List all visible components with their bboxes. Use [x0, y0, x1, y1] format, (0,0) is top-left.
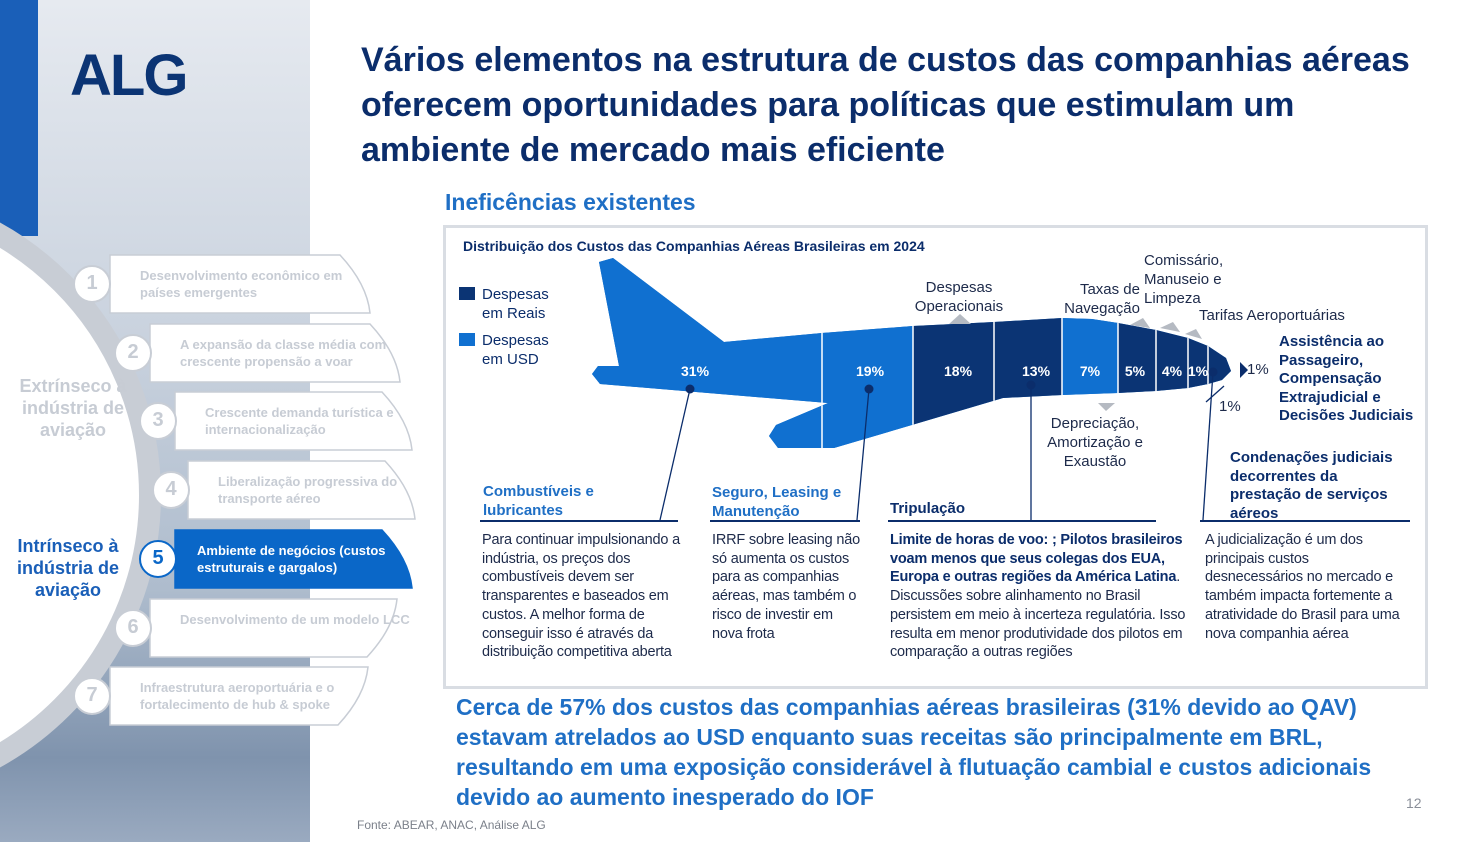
label-assistencia-pct: 1%	[1247, 361, 1269, 378]
legend-swatch-usd	[459, 333, 475, 346]
label-assistencia-passageiro: Assistência ao Passageiro, Compensação E…	[1279, 333, 1414, 424]
divider	[710, 520, 860, 522]
divider	[1200, 520, 1410, 522]
step-number-circle	[152, 471, 190, 509]
sidebar-item-label: Desenvolvimento de um modelo LCC	[180, 612, 410, 627]
group-label-extrinsic: Extrínseco à indústria de aviação	[19, 376, 127, 440]
sidebar-arc	[0, 222, 161, 768]
step-number: 5	[152, 547, 164, 569]
segment-value-label: 19%	[856, 363, 885, 379]
diagram-title: Distribuição dos Custos das Companhias A…	[463, 238, 925, 254]
triangle-marker-icon	[949, 314, 971, 324]
pointer-dot	[1208, 367, 1218, 377]
triangle-marker-icon	[1185, 329, 1202, 339]
legend-label-usd: Despesas em USD	[482, 332, 549, 368]
triangle-marker-icon	[1160, 322, 1180, 332]
column-text-tripulacao-rest: . Discussões sobre alinhamento no Brasil…	[890, 569, 1186, 661]
segment-value-label: 7%	[1079, 363, 1101, 379]
content-frame	[443, 225, 1428, 689]
divider	[480, 520, 678, 522]
segment-value-label: 18%	[944, 363, 973, 379]
column-heading-condenacoes: Condenações judiciais decorrentes da pre…	[1230, 449, 1393, 522]
arrow-right-icon	[1240, 362, 1248, 378]
pointer-dot	[685, 384, 695, 394]
label-condenacoes-pct: 1%	[1219, 398, 1241, 415]
step-number-circle	[114, 334, 152, 372]
column-heading-seguro: Seguro, Leasing e Manutenção	[712, 484, 842, 520]
group-label-intrinsic: Intrínseco à indústria de aviação	[16, 536, 119, 600]
pointer-line	[659, 388, 691, 521]
sidebar-item-label: Ambiente de negócios (custos estruturais…	[197, 543, 386, 575]
page-number: 12	[1406, 795, 1422, 811]
segment-value-label: 31%	[681, 363, 710, 379]
segment-value-label: 1%	[1187, 363, 1209, 379]
sidebar-item-label: Crescente demanda turística e internacio…	[205, 405, 394, 437]
column-text-combustiveis: Para continuar impulsionando a indústria…	[482, 532, 680, 661]
section-heading: Ineficências existentes	[445, 189, 696, 215]
chevron-item-5[interactable]	[174, 529, 413, 589]
chevron-item-4[interactable]	[187, 460, 416, 520]
step-number: 2	[127, 341, 139, 363]
column-heading-tripulacao: Tripulação	[890, 500, 966, 517]
step-number: 7	[86, 684, 98, 706]
arrow-icon	[1205, 385, 1225, 403]
step-number: 1	[86, 272, 98, 294]
column-heading-combustiveis: Combustíveis e lubricantes	[483, 483, 594, 519]
triangle-marker-icon	[1130, 318, 1150, 328]
column-text-tripulacao: Limite de horas de voo: ; Pilotos brasil…	[890, 531, 1190, 662]
chevron-item-2[interactable]	[149, 323, 401, 383]
label-comissario: Comissário, Manuseio e Limpeza	[1144, 252, 1224, 307]
step-number-circle	[73, 677, 111, 715]
step-number-circle	[139, 540, 177, 578]
segment-value-label: 4%	[1161, 363, 1183, 379]
label-taxas-navegacao: Taxas de Navegação	[1064, 281, 1140, 317]
chevron-item-3[interactable]	[174, 391, 413, 451]
legend-label-brl: Despesas em Reais	[482, 286, 549, 322]
step-number: 4	[165, 478, 177, 500]
sidebar-item-label: Liberalização progressiva do transporte …	[218, 474, 398, 506]
summary-text: Cerca de 57% dos custos das companhias a…	[456, 694, 1372, 810]
segment-value-label: 13%	[1022, 363, 1051, 379]
source-note: Fonte: ABEAR, ANAC, Análise ALG	[357, 818, 546, 832]
label-despesas-operacionais: Despesas Operacionais	[914, 279, 1004, 315]
chevron-item-7[interactable]	[109, 666, 369, 726]
step-number: 3	[152, 409, 164, 431]
pointer-line	[856, 388, 870, 521]
step-number-circle	[139, 402, 177, 440]
pointer-dot	[864, 384, 874, 394]
chevron-item-1[interactable]	[109, 254, 371, 314]
page-title: Vários elementos na estrutura de custos …	[361, 41, 1410, 169]
column-text-tripulacao-bold: Limite de horas de voo: ; Pilotos brasil…	[890, 532, 1183, 586]
column-text-condenacoes: A judicialização é um dos principais cus…	[1205, 532, 1400, 642]
step-number-circle	[73, 265, 111, 303]
legend-swatch-brl	[459, 287, 475, 300]
triangle-marker-icon	[1098, 403, 1115, 411]
label-depreciacao: Depreciação, Amortização e Exaustão	[1047, 415, 1143, 470]
sidebar-item-label: A expansão da classe média com crescente…	[180, 337, 387, 369]
pointer-dot	[1026, 380, 1036, 390]
segment-value-label: 5%	[1124, 363, 1146, 379]
sidebar-item-label: Desenvolvimento econômico em países emer…	[140, 268, 343, 300]
sidebar-item-label: Infraestrutura aeroportuária e o fortale…	[140, 680, 335, 712]
alg-logo: ALG	[70, 43, 188, 108]
label-tarifas-aeroportuarias: Tarifas Aeroportuárias	[1199, 307, 1345, 324]
divider	[888, 520, 1156, 522]
chevron-item-6[interactable]	[149, 598, 398, 658]
column-text-seguro: IRRF sobre leasing não só aumenta os cus…	[712, 532, 860, 642]
step-number: 6	[127, 616, 139, 638]
brand-bar	[0, 0, 38, 236]
step-number-circle	[114, 609, 152, 647]
